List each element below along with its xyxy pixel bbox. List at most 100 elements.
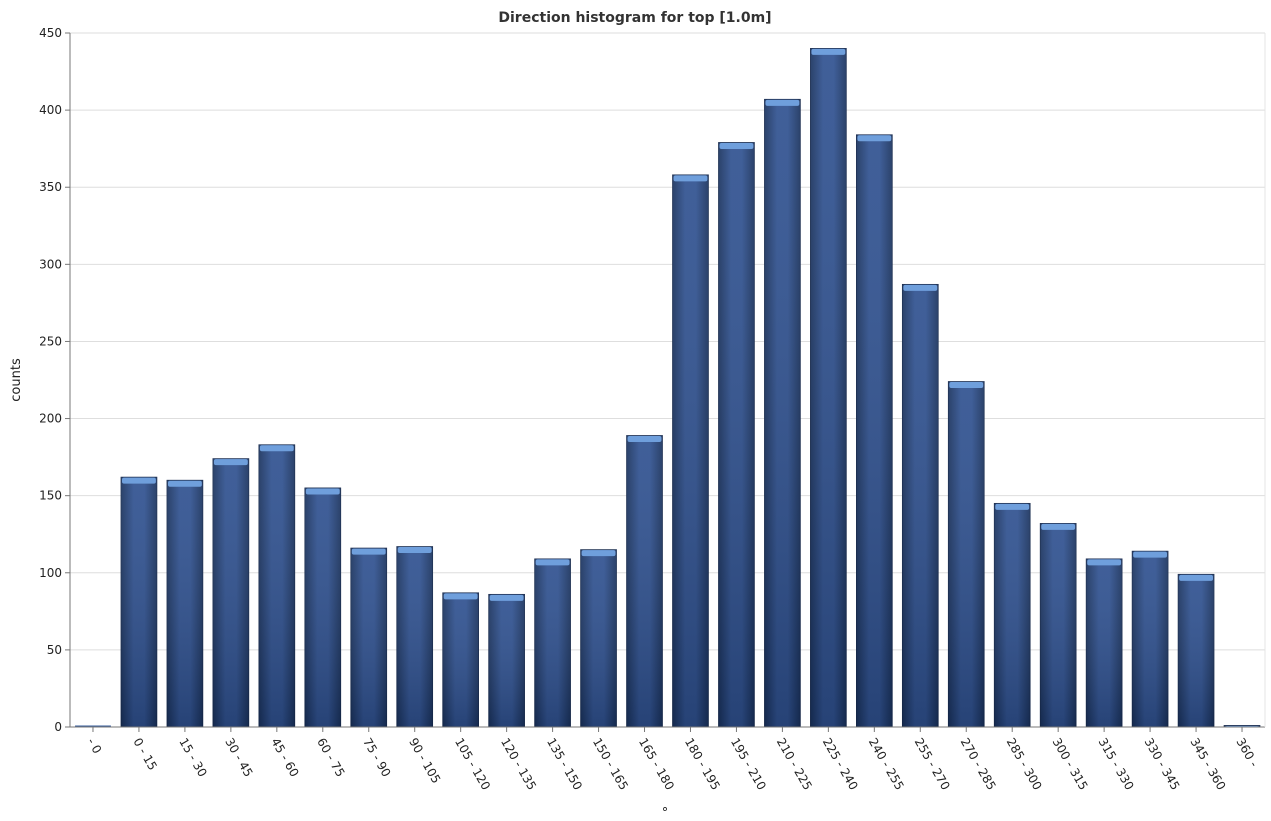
bar-top-highlight [765,99,800,106]
bar-shade [442,592,479,727]
x-tick-label: 240 - 255 [866,736,907,793]
x-tick-label: 165 - 180 [636,736,677,793]
bar-shade [948,381,985,727]
bar-shade [304,487,341,727]
bar-top-highlight [1041,523,1076,530]
x-tick-labels: - 0 0 - 15 15 - 30 30 - 45 45 - 60 60 - 75 75 … [84,736,1261,793]
y-tick-label: 50 [47,643,62,657]
axes [65,32,1266,732]
bar-shade [626,435,663,727]
y-tick-label: 0 [54,720,62,734]
bar-top-highlight [213,459,248,466]
x-tick-label: 315 - 330 [1096,736,1137,793]
bar-top-highlight [397,547,432,554]
bar-top-highlight [1179,574,1213,581]
bar-top-highlight [627,436,662,443]
bar [120,476,158,728]
bar [580,549,617,728]
bar [75,725,111,727]
bar [350,547,388,728]
bar-shade [350,548,387,727]
bar [672,174,709,728]
bar-shade [994,503,1031,727]
y-tick-label: 300 [39,257,62,271]
bar-shade [580,549,617,727]
bar [534,558,571,728]
y-tick-label: 250 [39,334,62,348]
y-tick-label: 100 [39,566,62,580]
x-tick-label: 285 - 300 [1004,736,1045,793]
grid-lines [70,32,1265,651]
bar-top-highlight [535,559,570,566]
bar [810,48,847,728]
y-tick-label: 200 [39,412,62,426]
bar-shade [534,558,571,727]
y-tick-label: 450 [39,26,62,40]
bar [1177,573,1215,728]
chart-title: Direction histogram for top [1.0m] [498,10,771,26]
x-tick-label: 180 - 195 [682,736,723,793]
y-axis-label: counts [9,358,24,402]
bar-shade [1040,523,1077,727]
bar-shade [718,142,755,727]
bar [856,134,893,728]
bar [1039,523,1077,728]
bar-top-highlight [167,480,202,487]
bar [764,98,801,728]
bar-top-highlight [305,488,340,495]
bar [488,593,525,728]
bar-top-highlight [903,284,938,291]
y-tick-label: 350 [39,180,62,194]
x-tick-label: 330 - 345 [1141,736,1182,793]
bar-top-highlight [259,445,294,452]
bar [901,283,939,728]
bar-top-highlight [1087,559,1122,566]
bar [396,546,434,728]
bar-top-highlight [1133,551,1168,558]
x-tick-label: 270 - 285 [958,736,999,793]
bar-shade [1132,551,1169,727]
x-tick-label: 15 - 30 [176,736,209,780]
y-tick-labels: 0 50 100 150 200 250 300 350 400 450 [39,26,62,734]
bar-top-highlight [351,548,386,555]
x-tick-label: 255 - 270 [912,736,953,793]
bar-top-highlight [857,135,892,142]
bar-shade [1086,558,1123,727]
bar-top-highlight [673,175,708,182]
x-tick-label: 60 - 75 [314,736,347,780]
bar [442,592,479,728]
x-tick-label: 45 - 60 [268,736,301,780]
bar [626,435,663,728]
bar [166,479,204,728]
x-axis-label: ° [662,806,669,821]
bar-top-highlight [581,550,616,557]
bar-top-highlight [995,503,1030,510]
x-tick-label: 120 - 135 [498,736,539,793]
bar-shade [396,546,433,727]
bar [993,502,1031,728]
bar [304,487,342,728]
bar [947,381,985,728]
bar [718,142,755,728]
y-tick-label: 150 [39,489,62,503]
bars [75,48,1261,728]
bar-shade [856,134,893,727]
bar-shade [810,48,847,727]
bar-shade [672,174,709,727]
y-tick-label: 400 [39,103,62,117]
bar [1131,550,1169,728]
bar-shade [488,594,525,727]
x-tick-label: 105 - 120 [452,736,493,793]
x-tick-label: 300 - 315 [1050,736,1091,793]
bar-shade [121,477,157,727]
x-tick-label: 0 - 15 [130,736,160,773]
x-tick-label: 360 - [1233,736,1261,770]
x-tick-label: 345 - 360 [1187,736,1228,793]
x-tick-label: 75 - 90 [360,736,393,780]
bar [1085,558,1123,728]
bar-shade [1178,574,1214,727]
x-tick-label: 135 - 150 [544,736,585,793]
bar-shade [258,444,295,727]
bar [258,444,296,728]
